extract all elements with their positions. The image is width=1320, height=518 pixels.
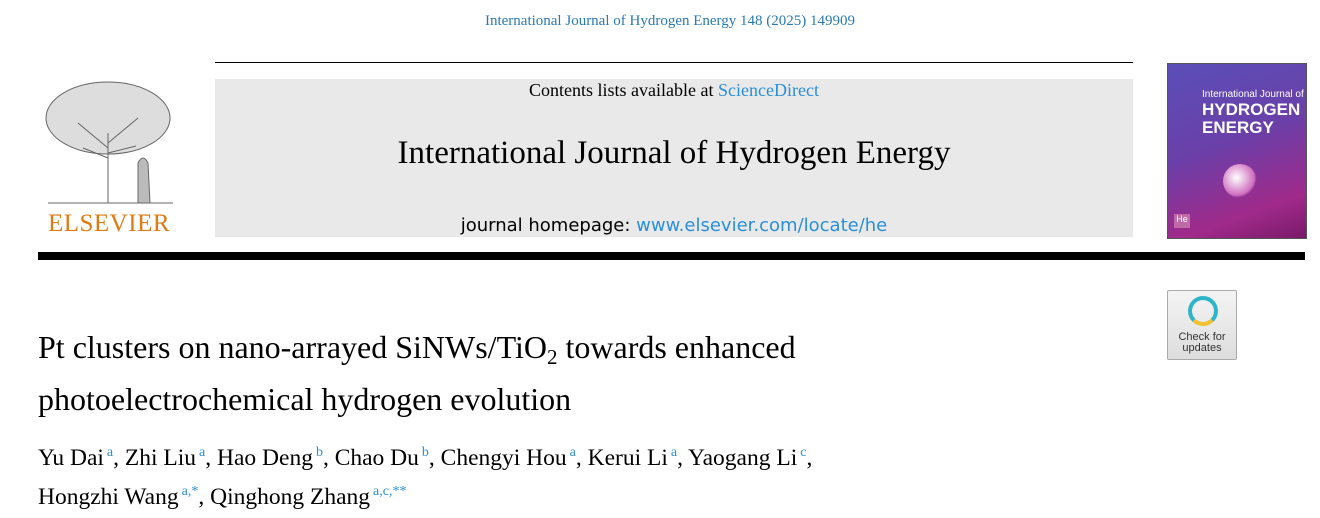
divider	[215, 62, 1133, 63]
author-affiliation[interactable]: b	[315, 445, 323, 460]
sciencedirect-link[interactable]: ScienceDirect	[718, 80, 819, 100]
title-part2: towards enhanced	[557, 329, 796, 365]
check-for-updates-button[interactable]: Check for updates	[1167, 290, 1237, 360]
title-subscript: 2	[546, 345, 558, 369]
cover-line2: HYDROGEN	[1202, 100, 1301, 119]
journal-citation[interactable]: International Journal of Hydrogen Energy…	[484, 13, 856, 29]
author-name[interactable]: Chengyi Hou	[440, 445, 567, 471]
contents-label: Contents lists available at	[529, 80, 718, 100]
author-name[interactable]: Hongzhi Wang	[38, 484, 179, 510]
cover-title: HYDROGEN ENERGY	[1202, 101, 1300, 137]
author-name[interactable]: Qinghong Zhang	[210, 484, 371, 510]
cover-line1: International Journal of	[1202, 89, 1304, 100]
journal-title[interactable]: International Journal of Hydrogen Energy	[397, 135, 951, 171]
author-affiliation[interactable]: a	[569, 445, 576, 460]
journal-cover[interactable]: International Journal of HYDROGEN ENERGY …	[1167, 63, 1307, 239]
contents-line: Contents lists available at ScienceDirec…	[215, 80, 1133, 101]
check-updates-text: Check for updates	[1168, 332, 1236, 354]
author-name[interactable]: Yaogang Li	[687, 445, 798, 471]
journal-banner: Contents lists available at ScienceDirec…	[215, 79, 1133, 237]
author-affiliation[interactable]: a	[199, 445, 206, 460]
cover-line3: ENERGY	[1202, 118, 1274, 137]
homepage-label: journal homepage:	[460, 215, 637, 236]
author-affiliation[interactable]: a	[106, 445, 114, 460]
author-affiliation[interactable]: a	[670, 445, 678, 460]
author-list: Yu Dai a, Zhi Liu a, Hao Deng b, Chao Du b, …	[38, 445, 813, 510]
check-line1: Check for	[1178, 331, 1226, 343]
homepage-line: journal homepage: www.elsevier.com/locat…	[215, 215, 1133, 236]
author-affiliation[interactable]: a,c,**	[373, 484, 407, 499]
author-name[interactable]: Kerui Li	[587, 445, 668, 471]
title-part1: Pt clusters on nano-arrayed SiNWs/TiO	[38, 329, 547, 365]
author-affiliation[interactable]: a,*	[181, 484, 199, 499]
author-name[interactable]: Chao Du	[334, 445, 419, 471]
header-rule	[38, 252, 1305, 260]
cover-badge: He	[1174, 214, 1190, 228]
title-line2: photoelectrochemical hydrogen evolution	[38, 381, 572, 417]
author-name[interactable]: Hao Deng	[217, 445, 313, 471]
author-affiliation[interactable]: b	[421, 445, 429, 460]
author-affiliation[interactable]: c	[800, 445, 807, 460]
check-line2: updates	[1182, 342, 1222, 354]
author-name[interactable]: Zhi Liu	[124, 445, 197, 471]
cover-orb-image	[1223, 164, 1257, 198]
homepage-link[interactable]: www.elsevier.com/locate/he	[636, 215, 888, 236]
bookmark-ring-icon	[1188, 296, 1218, 326]
author-name[interactable]: Yu Dai	[38, 445, 104, 471]
elsevier-wordmark: ELSEVIER	[47, 210, 171, 237]
tree-icon	[45, 81, 173, 204]
elsevier-logo[interactable]: ELSEVIER	[38, 78, 180, 238]
article-title: Pt clusters on nano-arrayed SiNWs/TiO2 t…	[38, 326, 796, 420]
